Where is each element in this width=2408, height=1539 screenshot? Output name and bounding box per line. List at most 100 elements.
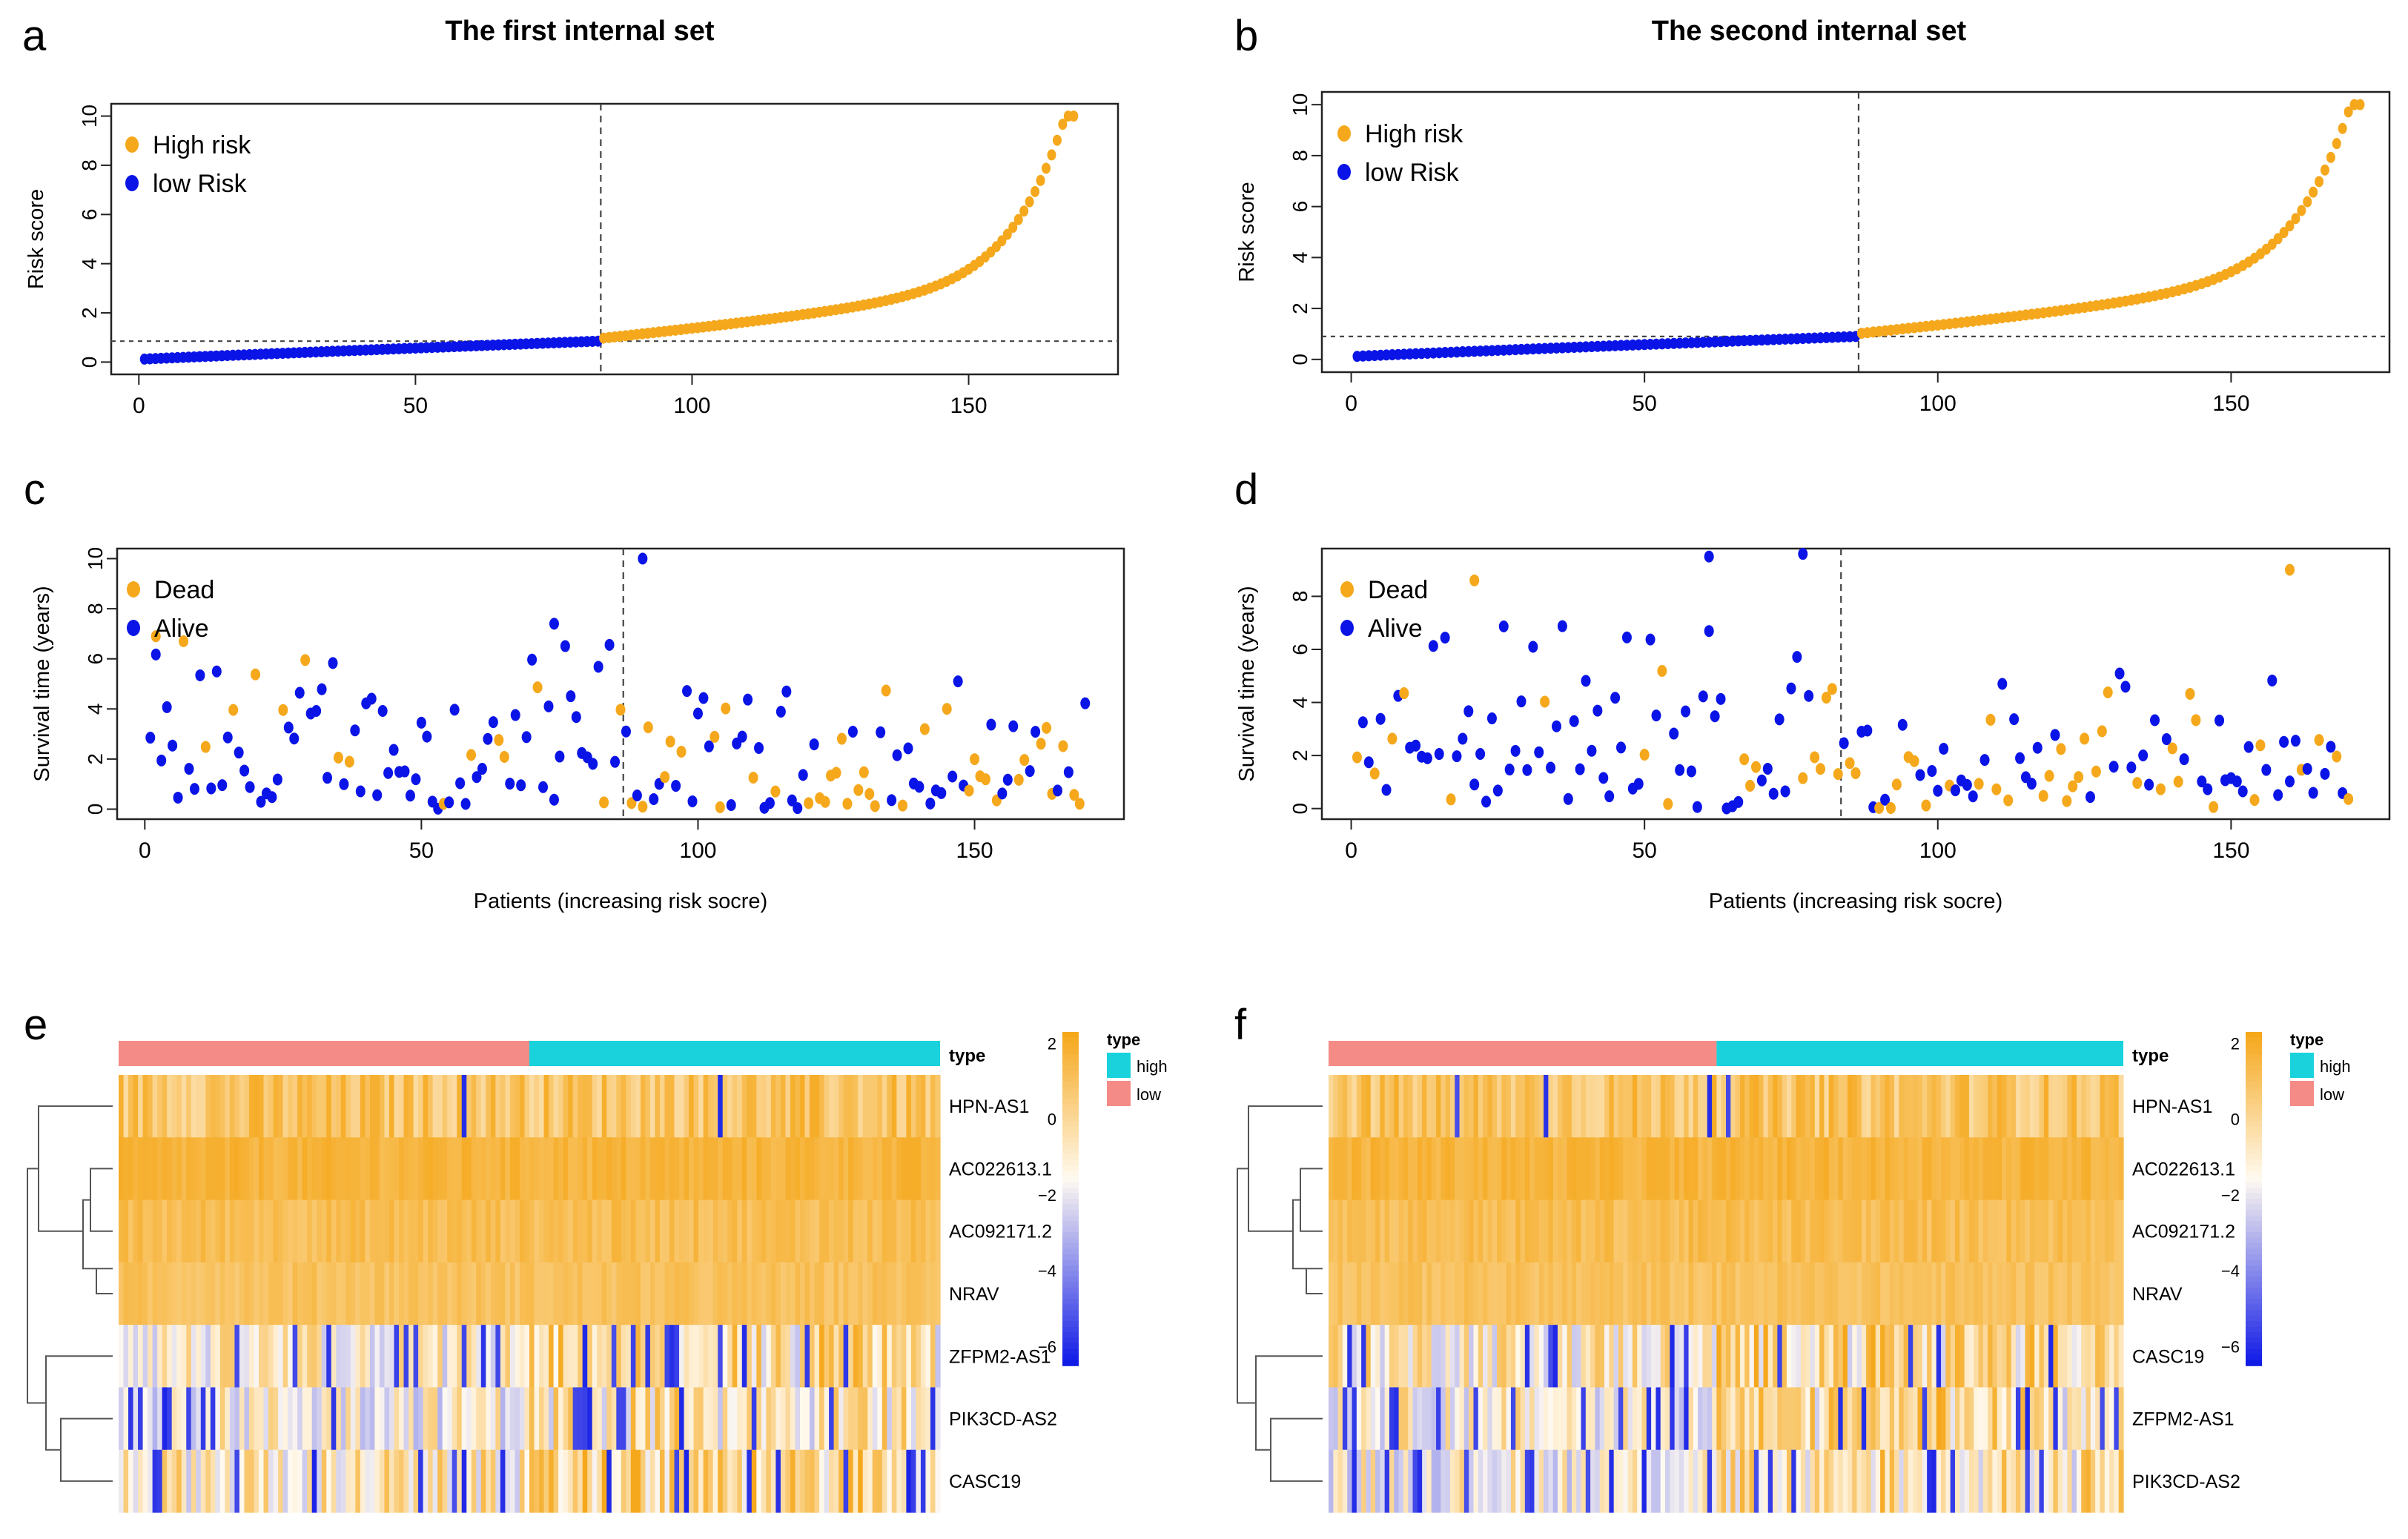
heatmap-cell — [1678, 1137, 1684, 1201]
heatmap-cell — [437, 1199, 443, 1263]
heatmap-cell — [1670, 1325, 1676, 1389]
heatmap-cell — [1866, 1137, 1872, 1201]
heatmap-cell — [1431, 1325, 1437, 1389]
heatmap-cell — [848, 1075, 854, 1138]
heatmap-cell — [2118, 1137, 2124, 1201]
y-tick-label: 8 — [78, 159, 101, 171]
heatmap-cell — [2043, 1449, 2049, 1513]
heatmap-cell — [891, 1137, 897, 1201]
heatmap-cell — [1375, 1449, 1380, 1513]
heatmap-cell — [495, 1262, 501, 1325]
heatmap-cell — [1646, 1075, 1652, 1138]
heatmap-cell — [727, 1262, 733, 1325]
heatmap-cell — [1497, 1199, 1502, 1263]
heatmap-cell — [345, 1449, 351, 1513]
heatmap-cell — [901, 1075, 907, 1138]
heatmap-cell — [795, 1262, 801, 1325]
heatmap-cell — [1534, 1199, 1540, 1263]
heatmap-cell — [780, 1262, 787, 1325]
heatmap-cell — [1445, 1262, 1451, 1325]
heatmap-cell — [442, 1075, 448, 1138]
heatmap-cell — [311, 1137, 317, 1201]
heatmap-cell — [1333, 1449, 1339, 1513]
heatmap-cell — [887, 1325, 893, 1389]
dead-point — [333, 752, 343, 764]
heatmap-cell — [1449, 1449, 1455, 1513]
heatmap-cell — [1538, 1199, 1544, 1263]
heatmap-cell — [1828, 1449, 1834, 1513]
alive-point — [621, 725, 631, 738]
heatmap-cell — [288, 1199, 294, 1263]
heatmap-cell — [1763, 1137, 1769, 1201]
heatmap-cell — [152, 1137, 158, 1201]
x-tick-label: 150 — [2212, 838, 2249, 863]
heatmap-cell — [234, 1387, 240, 1451]
alive-point — [2284, 775, 2295, 788]
heatmap-cell — [148, 1262, 153, 1325]
high-risk-point — [1042, 162, 1051, 174]
heatmap-cell — [2057, 1449, 2063, 1513]
heatmap-cell — [476, 1449, 482, 1513]
heatmap-cell — [365, 1075, 371, 1138]
heatmap-cell — [1361, 1449, 1367, 1513]
dead-point — [1469, 574, 1480, 586]
heatmap-cell — [655, 1325, 661, 1389]
heatmap-cell — [751, 1262, 757, 1325]
dendrogram-branch — [45, 1355, 113, 1451]
heatmap-cell — [853, 1325, 859, 1389]
heatmap-cell — [1370, 1075, 1376, 1138]
heatmap-cell — [2071, 1075, 2077, 1138]
heatmap-cell — [461, 1449, 467, 1513]
heatmap-cell — [1735, 1199, 1741, 1263]
dead-point — [1833, 768, 1843, 781]
heatmap-cell — [534, 1449, 540, 1513]
heatmap-cell — [1899, 1075, 1905, 1138]
heatmap-cell — [751, 1449, 757, 1513]
heatmap-cell — [795, 1199, 801, 1263]
heatmap-cell — [480, 1325, 486, 1389]
heatmap-cell — [2002, 1075, 2007, 1138]
heatmap-cell — [1459, 1075, 1465, 1138]
heatmap-cell — [1660, 1075, 1666, 1138]
heatmap-cell — [1847, 1137, 1853, 1201]
heatmap-cell — [920, 1199, 927, 1263]
heatmap-cell — [558, 1387, 564, 1451]
heatmap-cell — [186, 1449, 192, 1513]
heatmap-cell — [302, 1449, 308, 1513]
heatmap-cell — [259, 1387, 265, 1451]
heatmap-cell — [219, 1262, 225, 1325]
heatmap-cell — [1562, 1387, 1568, 1451]
heatmap-cell — [780, 1137, 787, 1201]
heatmap-cell — [186, 1137, 192, 1201]
heatmap-cell — [1478, 1325, 1484, 1389]
colorbar-segment — [2246, 1099, 2262, 1105]
heatmap-cell — [1356, 1075, 1362, 1138]
heatmap-cell — [529, 1449, 535, 1513]
heatmap-cell — [770, 1449, 776, 1513]
heatmap-cell — [1361, 1325, 1367, 1389]
heatmap-cell — [616, 1449, 622, 1513]
y-tick-label: 10 — [78, 105, 101, 128]
heatmap-cell — [490, 1387, 496, 1451]
heatmap-cell — [592, 1075, 598, 1138]
heatmap-cell — [655, 1262, 661, 1325]
heatmap-cell — [1417, 1325, 1423, 1389]
heatmap-cell — [1492, 1325, 1498, 1389]
heatmap-cell — [1342, 1199, 1348, 1263]
heatmap-cell — [355, 1075, 361, 1138]
heatmap-cell — [1417, 1262, 1423, 1325]
heatmap-cell — [2015, 1449, 2021, 1513]
alive-point — [411, 773, 421, 786]
heatmap-cell — [1544, 1325, 1549, 1389]
heatmap-cell — [495, 1199, 501, 1263]
heatmap-cell — [326, 1449, 332, 1513]
alive-point — [322, 772, 333, 784]
heatmap-cell — [718, 1262, 724, 1325]
heatmap-cell — [2029, 1199, 2035, 1263]
heatmap-cell — [674, 1449, 680, 1513]
heatmap-cell — [1590, 1262, 1596, 1325]
heatmap-cell — [1352, 1325, 1357, 1389]
heatmap-cell — [1698, 1075, 1704, 1138]
heatmap-cell — [1992, 1199, 1998, 1263]
heatmap-cell — [157, 1325, 163, 1389]
